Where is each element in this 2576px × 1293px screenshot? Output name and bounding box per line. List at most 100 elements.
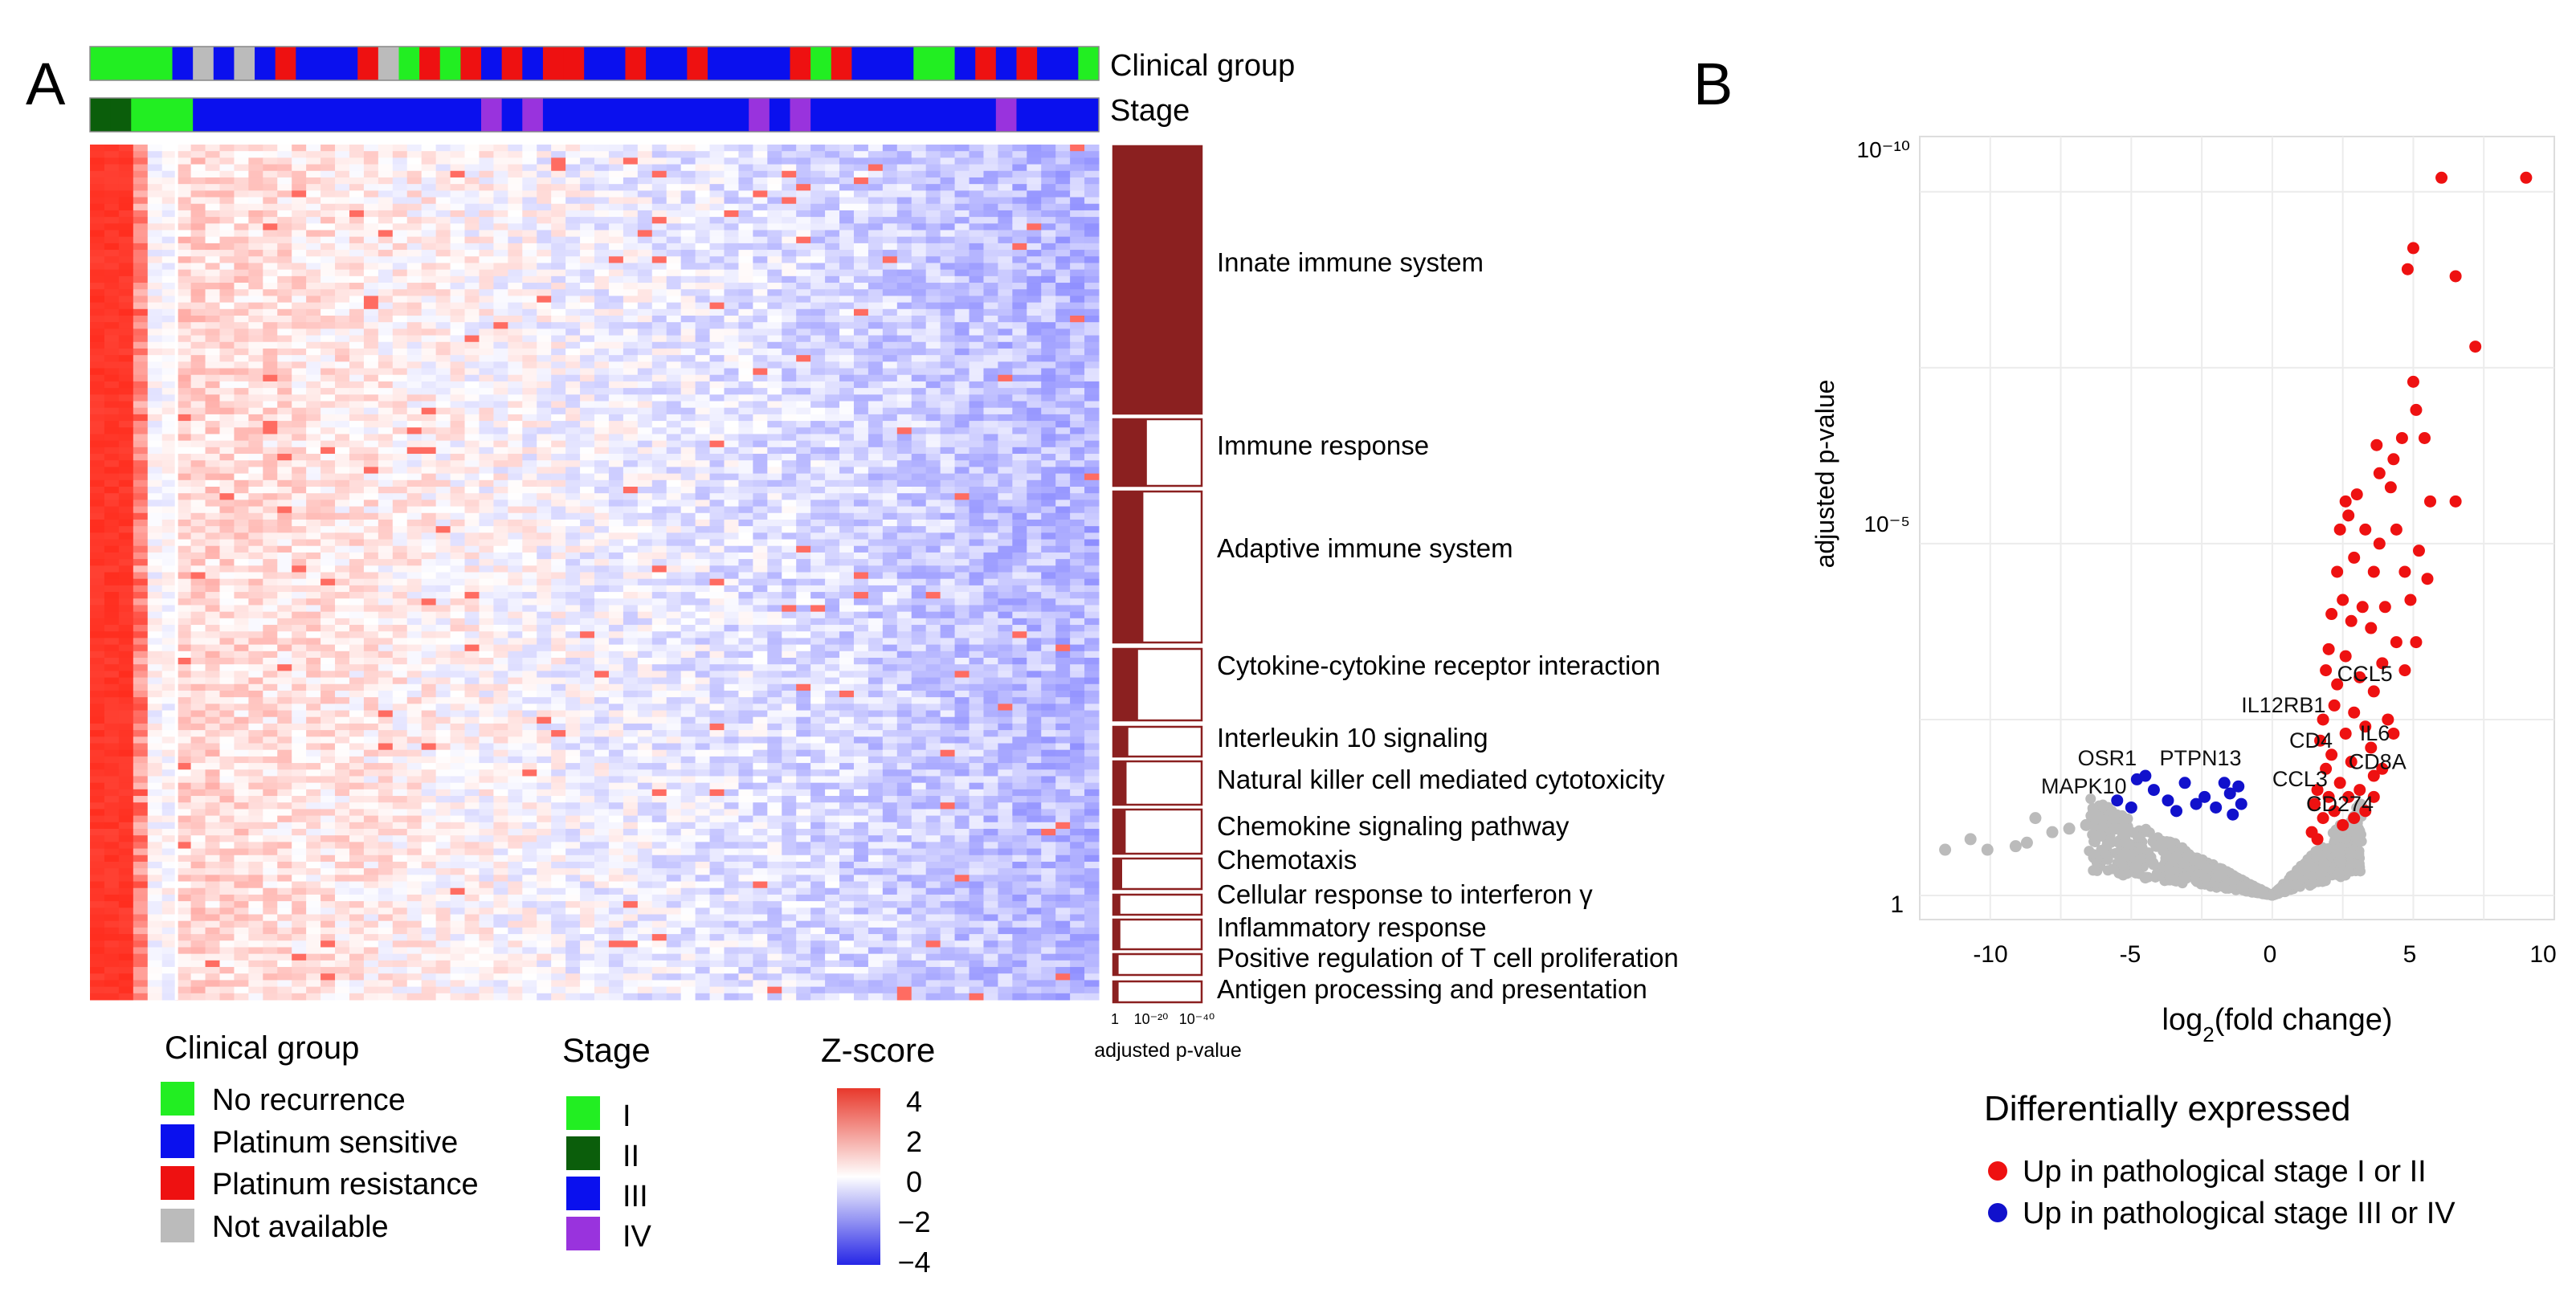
heatmap-cell	[537, 381, 552, 389]
heatmap-cell	[320, 487, 336, 494]
heatmap-cell	[709, 170, 725, 178]
heatmap-cell	[1027, 500, 1042, 508]
heatmap-cell	[623, 151, 639, 158]
heatmap-cell	[464, 552, 480, 560]
heatmap-cell	[493, 361, 508, 369]
heatmap-cell	[277, 479, 292, 487]
heatmap-cell	[680, 598, 696, 606]
clinical-cell	[790, 47, 811, 80]
heatmap-cell	[263, 302, 278, 310]
heatmap-cell	[925, 592, 941, 599]
heatmap-cell	[378, 308, 394, 316]
heatmap-cell	[738, 427, 753, 434]
heatmap-cell	[161, 407, 178, 415]
heatmap-cell	[1027, 275, 1042, 283]
heatmap-cell	[1084, 250, 1100, 257]
heatmap-cell	[767, 421, 782, 428]
heatmap-cell	[608, 545, 624, 553]
heatmap-cell	[839, 289, 855, 296]
heatmap-cell	[133, 388, 149, 395]
heatmap-cell	[147, 145, 163, 152]
heatmap-cell	[320, 467, 336, 475]
heatmap-cell	[147, 519, 163, 527]
heatmap-cell	[435, 263, 451, 271]
heatmap-cell	[954, 223, 970, 230]
heatmap-cell	[594, 296, 610, 304]
heatmap-cell	[378, 243, 394, 251]
heatmap-cell	[320, 164, 336, 172]
heatmap-cell	[263, 243, 278, 251]
heatmap-cell	[1055, 164, 1071, 172]
heatmap-cell	[1041, 532, 1056, 540]
heatmap-cell	[1070, 355, 1085, 362]
heatmap-cell	[464, 223, 480, 230]
heatmap-cell	[219, 289, 235, 296]
heatmap-cell	[421, 308, 437, 316]
heatmap-cell	[392, 506, 408, 514]
heatmap-cell	[176, 184, 192, 191]
heatmap-cell	[551, 427, 566, 434]
heatmap-cell	[537, 479, 552, 487]
heatmap-cell	[896, 460, 912, 467]
stage-cell	[357, 98, 379, 132]
heatmap-cell	[753, 170, 768, 178]
stage-cell	[790, 98, 811, 132]
heatmap-cell	[421, 190, 437, 198]
heatmap-cell	[839, 217, 855, 224]
heatmap-cell	[637, 157, 653, 165]
heatmap-cell	[190, 269, 206, 277]
heatmap-cell	[176, 250, 192, 257]
heatmap-cell	[637, 539, 653, 547]
heatmap-cell	[248, 565, 263, 573]
heatmap-cell	[1012, 243, 1027, 251]
heatmap-cell	[810, 427, 826, 434]
heatmap-cell	[911, 578, 927, 586]
heatmap-cell	[90, 316, 105, 323]
heatmap-cell	[292, 532, 307, 540]
heatmap-cell	[248, 203, 263, 211]
heatmap-cell	[782, 289, 797, 296]
heatmap-cell	[608, 559, 624, 566]
heatmap-cell	[219, 145, 235, 152]
heatmap-cell	[464, 355, 480, 362]
heatmap-cell	[753, 217, 768, 224]
heatmap-cell	[594, 250, 610, 257]
heatmap-cell	[421, 388, 437, 395]
heatmap-cell	[147, 598, 163, 606]
heatmap-cell	[868, 335, 884, 343]
heatmap-cell	[925, 335, 941, 343]
clinical-cell	[1057, 47, 1079, 80]
heatmap-cell	[392, 151, 408, 158]
heatmap-cell	[508, 348, 523, 356]
heatmap-cell	[1012, 545, 1027, 553]
heatmap-cell	[147, 269, 163, 277]
heatmap-cell	[522, 230, 537, 238]
heatmap-cell	[796, 381, 811, 389]
heatmap-cell	[637, 296, 653, 304]
heatmap-cell	[190, 296, 206, 304]
heatmap-cell	[392, 316, 408, 323]
heatmap-cell	[551, 210, 566, 218]
heatmap-cell	[853, 421, 869, 428]
heatmap-cell	[623, 487, 639, 494]
heatmap-cell	[537, 539, 552, 547]
heatmap-cell	[796, 473, 811, 481]
heatmap-cell	[1041, 539, 1056, 547]
heatmap-cell	[825, 184, 840, 191]
heatmap-cell	[118, 559, 134, 566]
heatmap-cell	[695, 401, 711, 409]
heatmap-cell	[882, 512, 898, 520]
heatmap-cell	[825, 506, 840, 514]
heatmap-cell	[680, 368, 696, 376]
heatmap-cell	[724, 447, 739, 455]
heatmap-cell	[277, 184, 292, 191]
heatmap-cell	[537, 170, 552, 178]
heatmap-cell	[349, 230, 365, 238]
heatmap-cell	[522, 283, 537, 290]
heatmap-cell	[147, 190, 163, 198]
heatmap-cell	[320, 526, 336, 533]
heatmap-cell	[969, 341, 984, 349]
heatmap-cell	[493, 454, 508, 461]
heatmap-cell	[1027, 177, 1042, 185]
heatmap-cell	[248, 190, 263, 198]
